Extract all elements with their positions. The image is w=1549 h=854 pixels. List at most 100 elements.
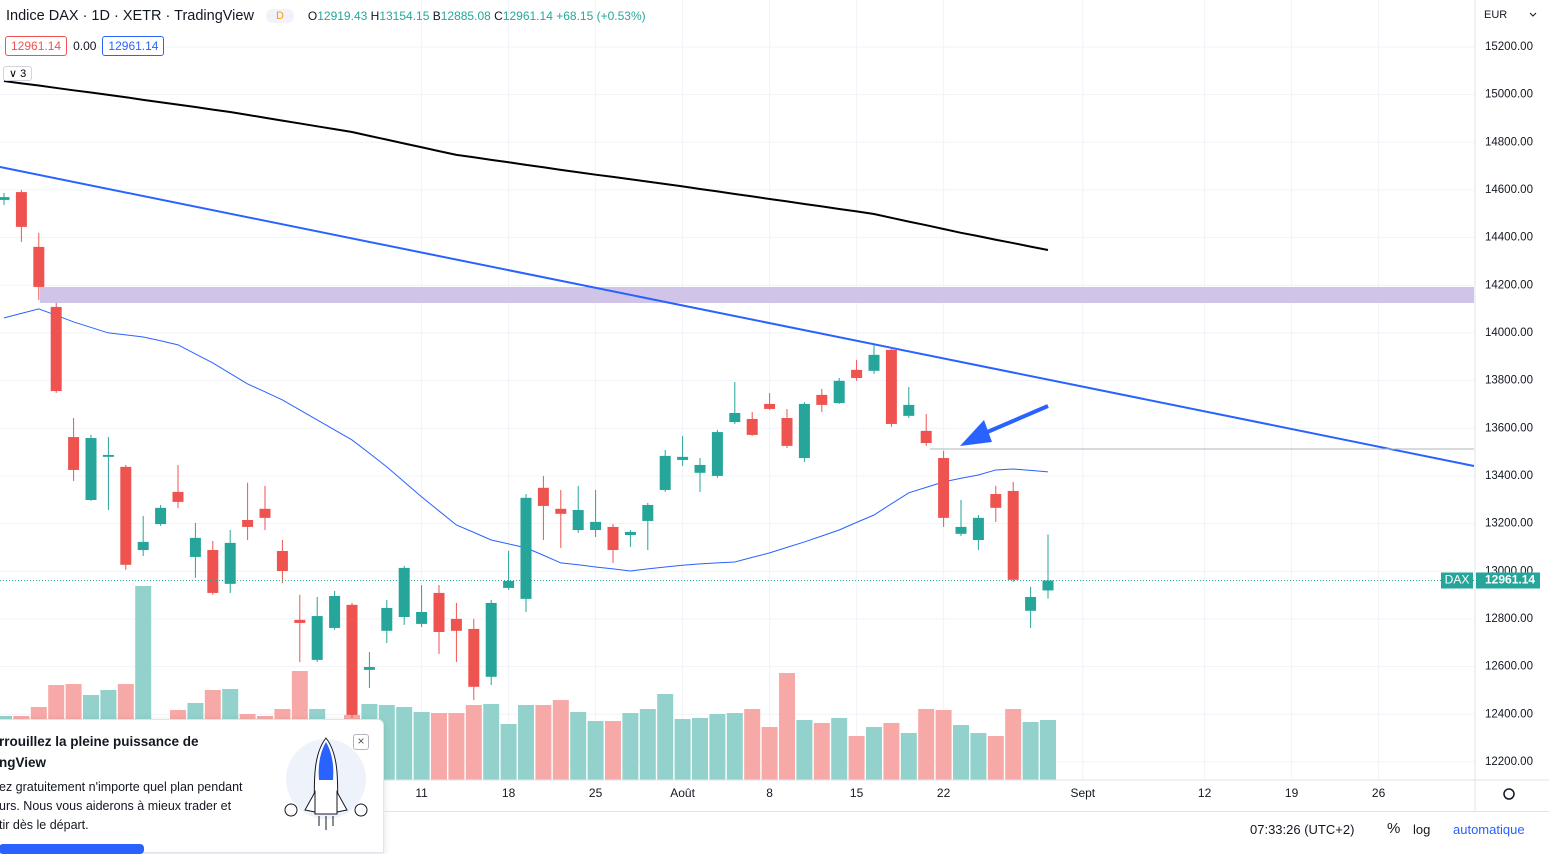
close-button[interactable]: ×	[353, 734, 369, 750]
x-tick-label: Sept	[1070, 786, 1095, 800]
candle-body	[624, 531, 636, 536]
price-tag-label: 12961.14	[1485, 573, 1535, 587]
volume-bar	[465, 705, 482, 780]
indicator-count: 3	[20, 68, 27, 80]
candle-body	[868, 354, 880, 371]
x-tick-label: 25	[589, 786, 603, 800]
spread: 0.00	[73, 39, 97, 53]
candle-body	[572, 509, 584, 531]
candle-body	[381, 607, 393, 631]
candle-body	[555, 508, 567, 514]
candle-body	[537, 487, 549, 506]
volume-bar	[535, 705, 552, 780]
candle-body	[642, 504, 654, 521]
volume-bar	[953, 725, 969, 780]
candle-body	[694, 464, 706, 473]
volume-bar	[918, 709, 935, 780]
moving-average	[3, 80, 1049, 251]
y-tick-label: 14800.00	[1485, 136, 1533, 148]
y-tick-label: 15000.00	[1485, 89, 1533, 101]
candle-body	[259, 508, 271, 518]
price-boxes: 12961.14 0.00 12961.14	[5, 36, 165, 56]
header: Indice DAX · 1D · XETR · TradingView D O…	[6, 8, 646, 24]
popup-text: urs. Nous vous aiderons à mieux trader e…	[0, 799, 232, 813]
popup-text: ez gratuitement n'importe quel plan pend…	[0, 780, 243, 794]
candle-body	[938, 458, 950, 518]
symbol-tag-label: DAX	[1445, 573, 1470, 587]
sell-box[interactable]: 12961.14	[5, 36, 68, 56]
y-tick-label: 13200.00	[1485, 518, 1533, 530]
candle-body	[329, 596, 341, 628]
volume-bar	[813, 723, 830, 780]
x-tick-label: 8	[766, 786, 773, 800]
candle-body	[68, 437, 80, 470]
ohlc-legend: O12919.43 H13154.15 B12885.08 C12961.14 …	[308, 9, 646, 23]
price-tag	[1476, 572, 1540, 589]
volume-bar	[570, 712, 587, 780]
volume-bar	[552, 700, 569, 780]
candle-body	[85, 438, 97, 500]
candle-body	[885, 349, 897, 424]
ohlc-label: B	[432, 9, 441, 23]
arrow-head	[960, 420, 992, 446]
candle-body	[15, 192, 27, 227]
candle-body	[520, 497, 532, 599]
currency[interactable]: EUR	[1484, 9, 1507, 21]
volume-bar	[500, 724, 517, 780]
arrow	[977, 404, 1049, 438]
plot	[0, 80, 1474, 780]
volume-bar	[1005, 709, 1022, 780]
volume-bar	[709, 714, 726, 780]
candle-body	[972, 517, 984, 541]
percent-toggle[interactable]: %	[1387, 820, 1401, 837]
candle-body	[990, 494, 1002, 508]
volume-bar	[413, 712, 430, 780]
candle-body	[1042, 580, 1054, 591]
candle-body	[1007, 490, 1019, 580]
indicator-toggle[interactable]: ∨ 3	[3, 66, 33, 81]
cta-button[interactable]	[0, 844, 144, 854]
candle-body	[729, 412, 741, 423]
candle-body	[903, 404, 915, 416]
candle-body	[102, 454, 114, 457]
candle-body	[764, 403, 776, 409]
candle-body	[363, 667, 375, 670]
settings-icon[interactable]	[1503, 788, 1515, 800]
volume-bar	[605, 721, 621, 780]
volume-bar	[796, 720, 813, 780]
candle-body	[659, 455, 671, 490]
log-toggle[interactable]: log	[1413, 822, 1431, 837]
volume-bar	[1040, 720, 1056, 780]
volume-bar	[674, 719, 691, 780]
auto-toggle[interactable]: automatique	[1453, 822, 1525, 837]
buy-box[interactable]: 12961.14	[102, 36, 165, 56]
volume-bar	[848, 736, 865, 780]
chevron	[1529, 12, 1537, 17]
y-tick-label: 13800.00	[1485, 375, 1533, 387]
volume-bar	[883, 723, 900, 780]
candle-body	[242, 520, 254, 527]
y-tick-label: 12400.00	[1485, 708, 1533, 720]
volume-bar	[779, 673, 795, 780]
ohlc-value: 12919.43	[317, 9, 368, 23]
y-tick-label: 14400.00	[1485, 232, 1533, 244]
y-tick-label: 14600.00	[1485, 184, 1533, 196]
clock: 07:33:26 (UTC+2)	[1250, 822, 1355, 837]
y-tick-label: 15200.00	[1485, 41, 1533, 53]
candle-body	[33, 246, 45, 287]
popup-title: ngView	[0, 755, 47, 770]
y-tick-label: 14000.00	[1485, 327, 1533, 339]
candle-body	[137, 541, 149, 551]
badge: D	[265, 9, 294, 23]
grid	[0, 0, 1474, 780]
trendline	[0, 166, 1475, 467]
axes: 12200.0012400.0012600.0012800.0013000.00…	[415, 41, 1540, 800]
candle-body	[311, 616, 323, 660]
candle-body	[294, 619, 306, 623]
candle-body	[224, 542, 236, 584]
candle-body	[207, 550, 219, 593]
symbol-title[interactable]: Indice DAX · 1D · XETR · TradingView	[6, 8, 254, 24]
price-axis	[1475, 0, 1549, 811]
x-tick-label: 19	[1285, 786, 1299, 800]
